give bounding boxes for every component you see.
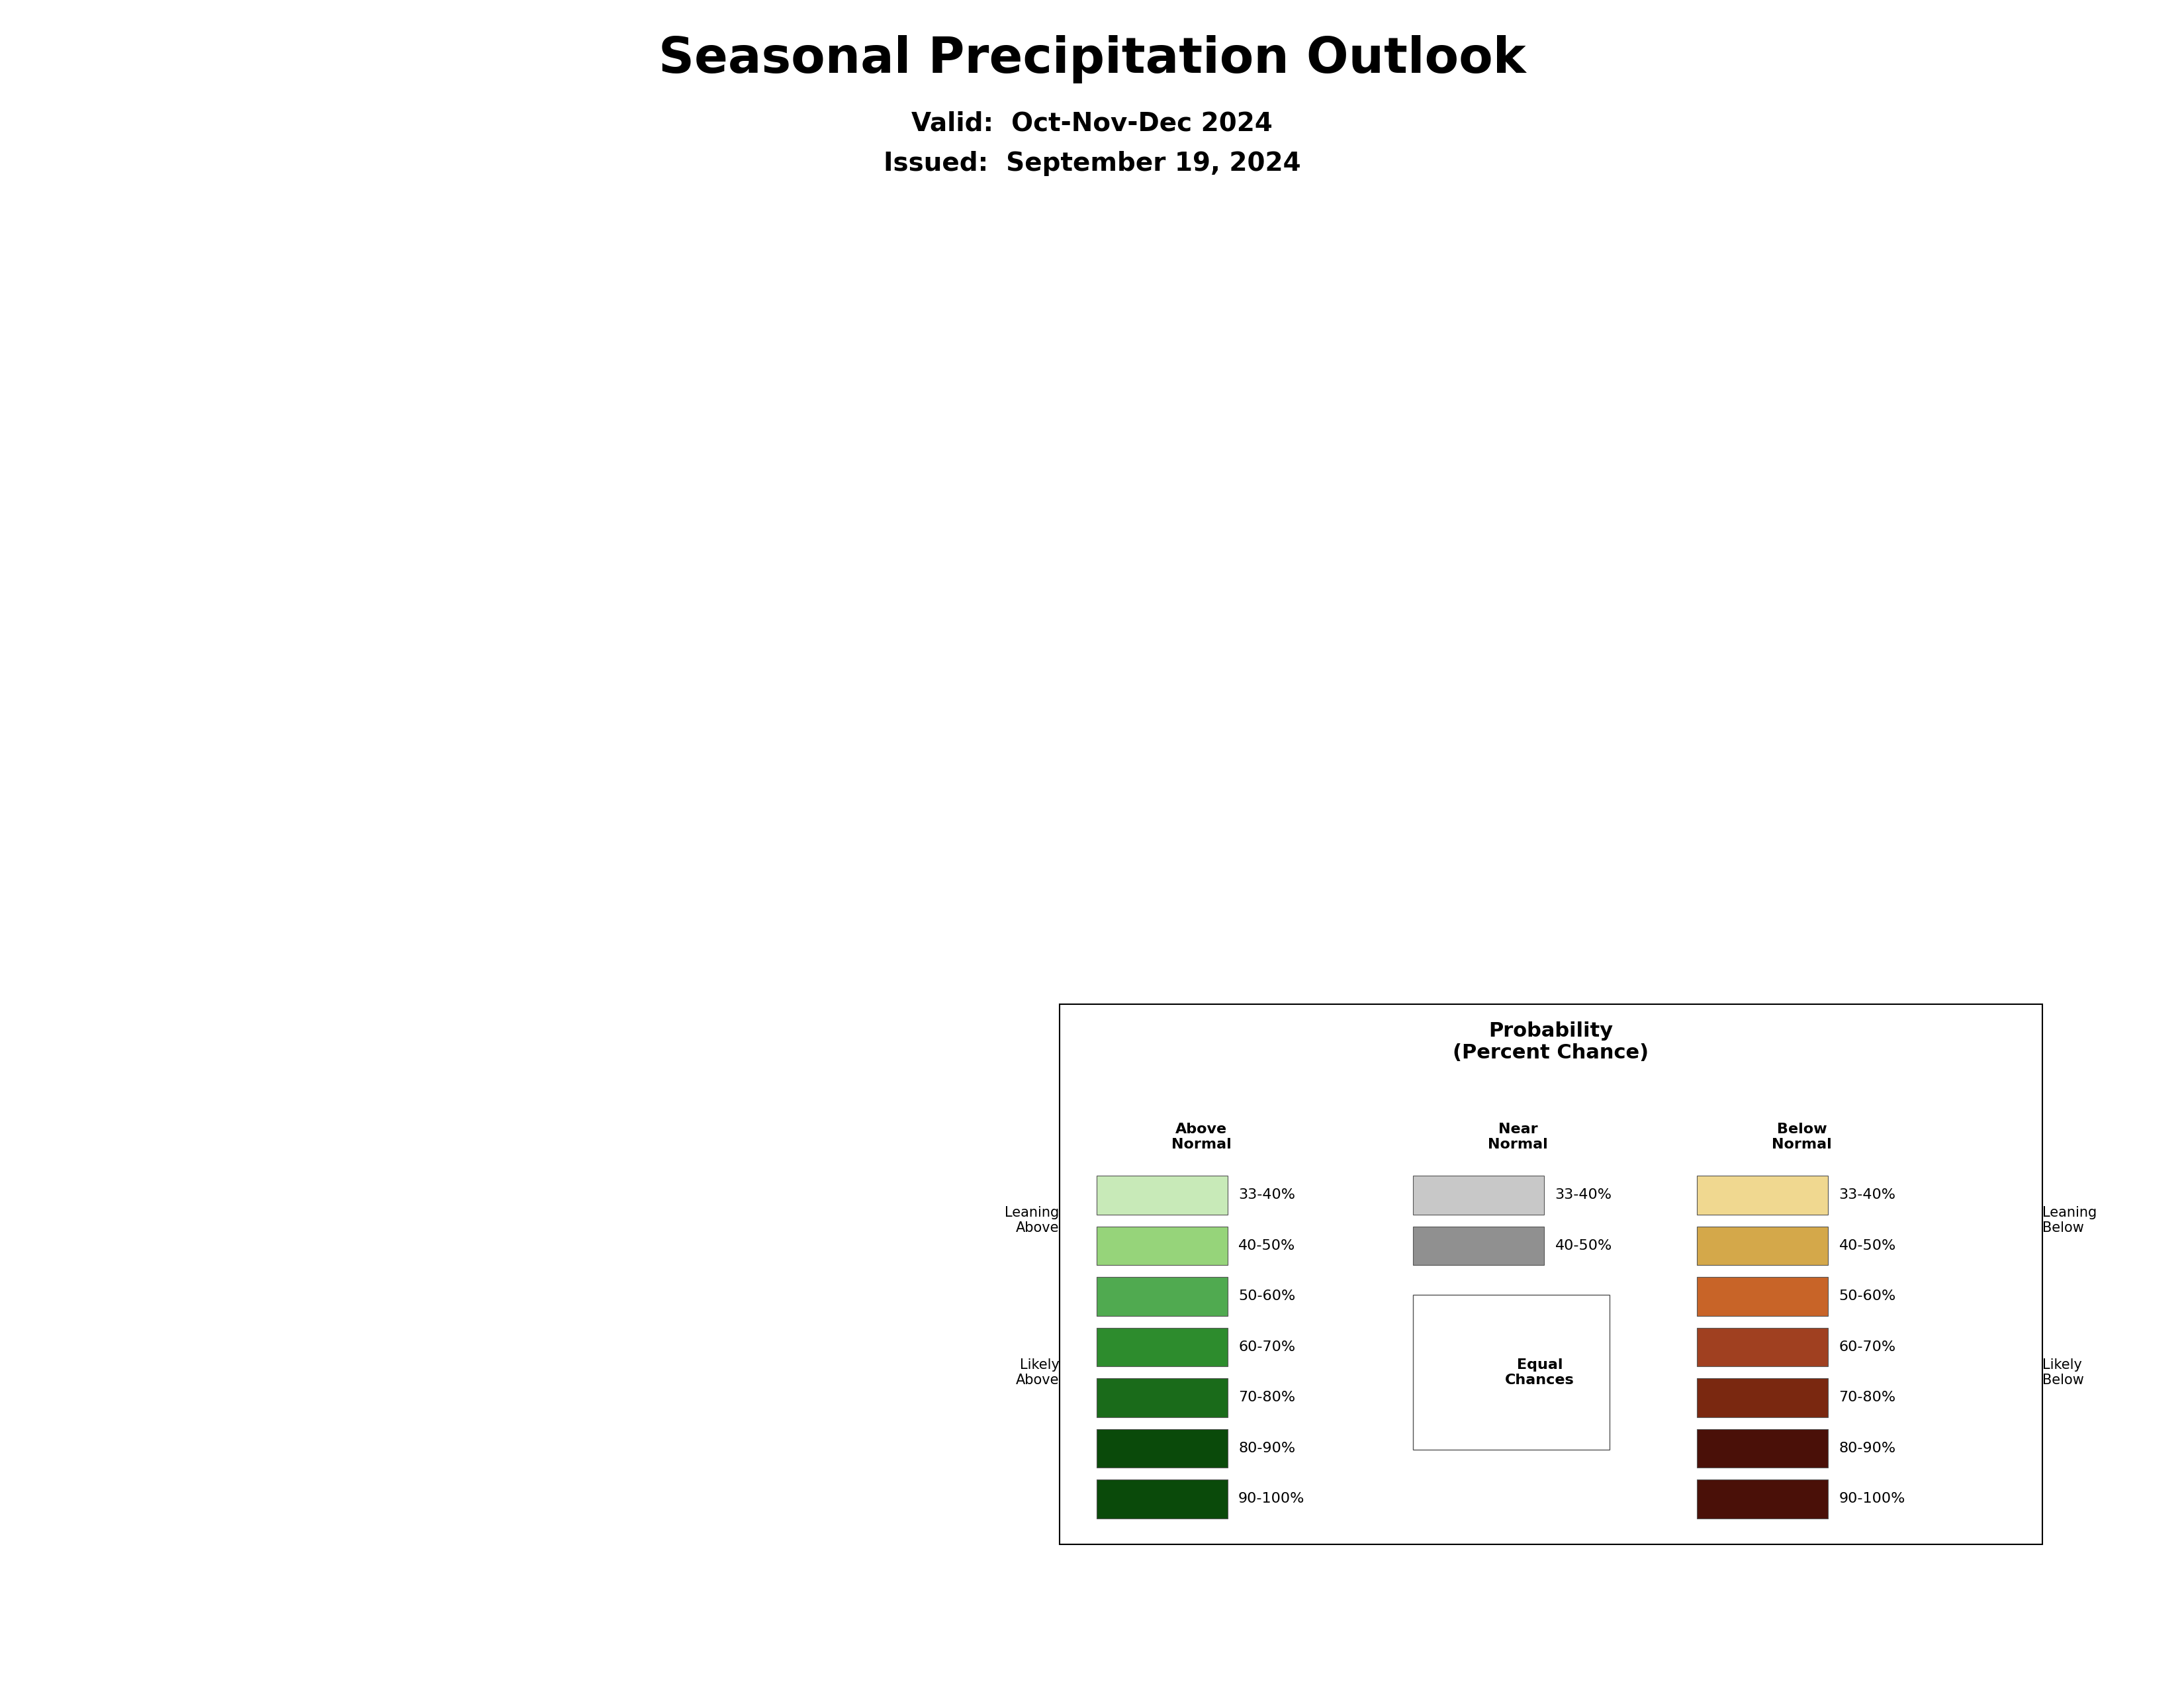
Text: 33-40%: 33-40% (1839, 1188, 1896, 1202)
Text: Valid:  Oct-Nov-Dec 2024: Valid: Oct-Nov-Dec 2024 (911, 111, 1273, 135)
Text: Likely
Above: Likely Above (1016, 1359, 1059, 1386)
Bar (1096, 1225, 1227, 1266)
Bar (1096, 1327, 1227, 1367)
FancyBboxPatch shape (1059, 1004, 2042, 1545)
Text: Likely
Below: Likely Below (2042, 1359, 2084, 1386)
Text: Issued:  September 19, 2024: Issued: September 19, 2024 (882, 152, 1302, 176)
Text: Below
Normal: Below Normal (1771, 1123, 1832, 1151)
Bar (1697, 1175, 1828, 1215)
Bar (1697, 1377, 1828, 1416)
Text: 70-80%: 70-80% (1238, 1391, 1295, 1404)
Bar (1697, 1276, 1828, 1317)
Bar (1096, 1175, 1227, 1215)
Bar (1096, 1479, 1227, 1519)
Text: Near
Normal: Near Normal (1487, 1123, 1548, 1151)
Text: 50-60%: 50-60% (1839, 1290, 1896, 1303)
Bar (1413, 1175, 1544, 1215)
Text: 40-50%: 40-50% (1238, 1239, 1295, 1252)
Bar (1413, 1295, 1610, 1450)
Bar (1096, 1377, 1227, 1416)
Text: 40-50%: 40-50% (1839, 1239, 1896, 1252)
Text: 50-60%: 50-60% (1238, 1290, 1295, 1303)
Text: Seasonal Precipitation Outlook: Seasonal Precipitation Outlook (657, 35, 1527, 83)
Text: Leaning
Above: Leaning Above (1005, 1207, 1059, 1234)
Text: Above
Normal: Above Normal (1171, 1123, 1232, 1151)
Bar (1096, 1276, 1227, 1317)
Text: 70-80%: 70-80% (1839, 1391, 1896, 1404)
Text: Probability
(Percent Chance): Probability (Percent Chance) (1452, 1021, 1649, 1063)
Text: 60-70%: 60-70% (1238, 1340, 1295, 1354)
Text: 60-70%: 60-70% (1839, 1340, 1896, 1354)
Text: Equal
Chances: Equal Chances (1505, 1359, 1575, 1386)
Bar (1697, 1327, 1828, 1367)
Text: 80-90%: 80-90% (1839, 1442, 1896, 1455)
Text: 90-100%: 90-100% (1238, 1492, 1304, 1506)
Bar (1413, 1225, 1544, 1266)
Text: 33-40%: 33-40% (1555, 1188, 1612, 1202)
Text: Leaning
Below: Leaning Below (2042, 1207, 2097, 1234)
Bar (1697, 1428, 1828, 1467)
Text: 40-50%: 40-50% (1555, 1239, 1612, 1252)
Bar (1697, 1225, 1828, 1266)
Bar (1096, 1428, 1227, 1467)
Text: 90-100%: 90-100% (1839, 1492, 1904, 1506)
Text: 33-40%: 33-40% (1238, 1188, 1295, 1202)
Text: 80-90%: 80-90% (1238, 1442, 1295, 1455)
Bar (1697, 1479, 1828, 1519)
